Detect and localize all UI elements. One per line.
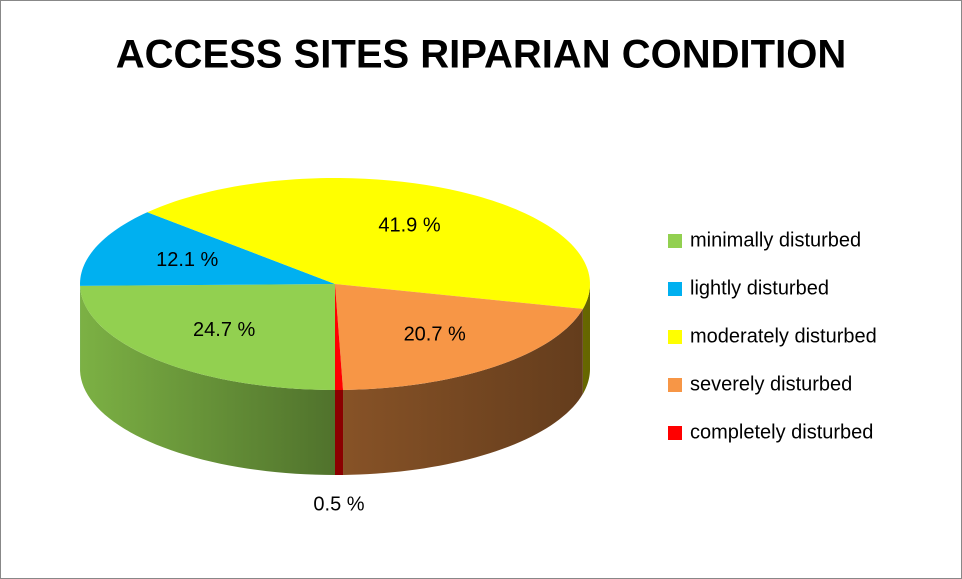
pie-side: [582, 284, 590, 394]
data-label: 20.7 %: [404, 323, 466, 345]
pie-slice: [335, 284, 583, 390]
legend-label: minimally disturbed: [690, 229, 861, 251]
pie-slice: [147, 178, 590, 309]
pie-side: [80, 285, 335, 475]
pie-side: [335, 389, 344, 475]
data-label: 24.7 %: [193, 319, 255, 341]
data-label: 0.5 %: [313, 493, 364, 515]
legend-swatch: [668, 426, 682, 440]
legend-label: completely disturbed: [690, 421, 873, 443]
legend-swatch: [668, 330, 682, 344]
chart-title: ACCESS SITES RIPARIAN CONDITION: [116, 33, 846, 77]
legend-label: moderately disturbed: [690, 325, 877, 347]
legend-swatch: [668, 234, 682, 248]
pie-slice: [80, 284, 335, 390]
legend-label: severely disturbed: [690, 373, 852, 395]
data-label: 41.9 %: [378, 214, 440, 236]
legend-swatch: [668, 282, 682, 296]
pie-side: [343, 308, 583, 475]
legend-swatch: [668, 378, 682, 392]
legend-label: lightly disturbed: [690, 277, 829, 299]
data-label: 12.1 %: [156, 249, 218, 271]
pie-slice: [335, 284, 344, 390]
pie-slice: [80, 212, 335, 286]
